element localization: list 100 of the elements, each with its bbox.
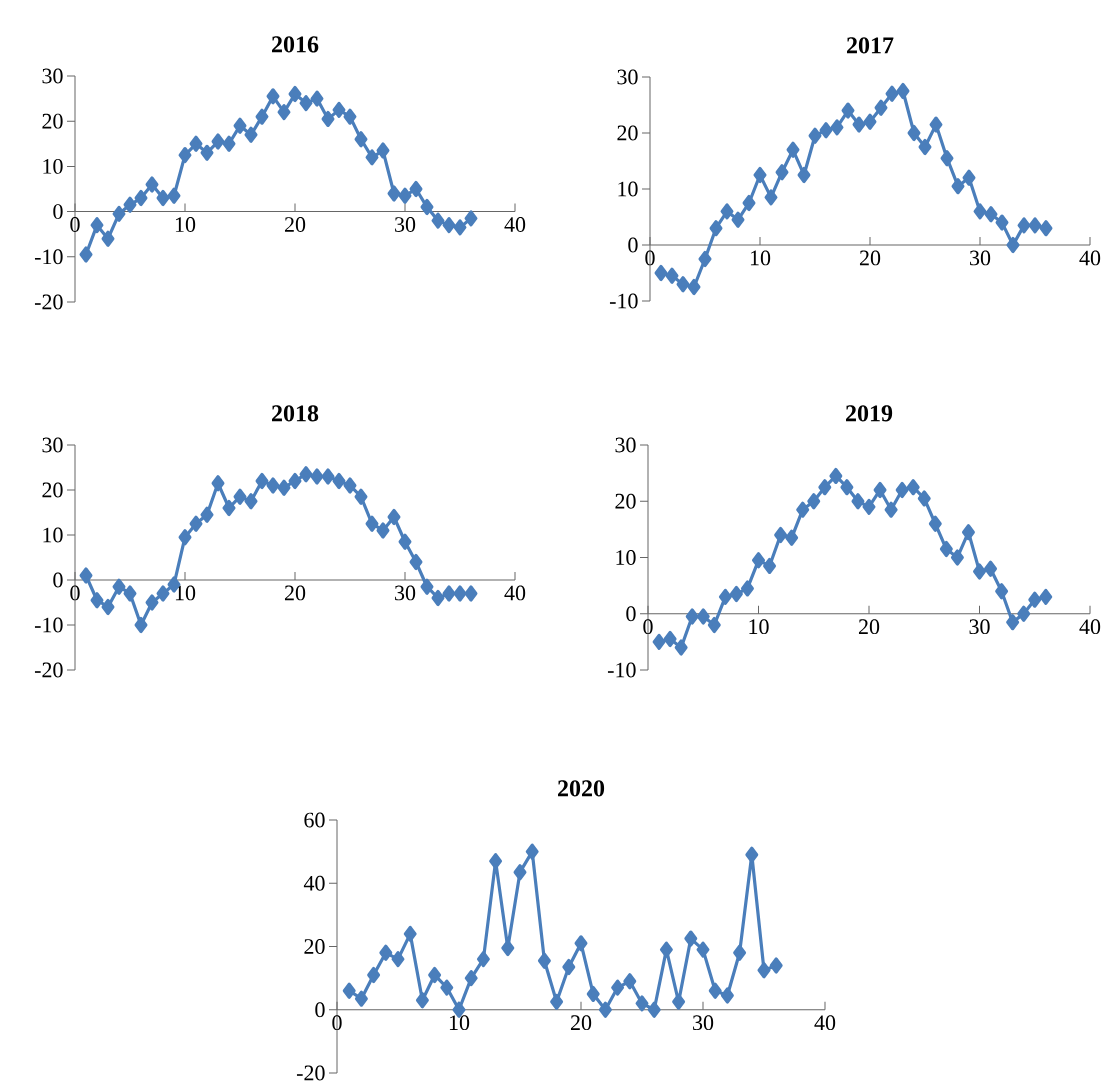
point (321, 468, 335, 485)
point (733, 944, 747, 961)
point (918, 138, 932, 156)
point (428, 966, 442, 984)
point (310, 468, 324, 485)
point (266, 88, 280, 105)
point (299, 466, 313, 483)
point (354, 990, 368, 1007)
x-tick-label: 20 (284, 217, 306, 232)
point (365, 515, 379, 532)
y-tick-label: -20 (34, 662, 63, 678)
point (112, 205, 126, 222)
x-tick-label: 20 (859, 250, 881, 266)
x-tick-label: 30 (395, 585, 416, 601)
point (752, 552, 765, 569)
y-tick-label: 0 (626, 606, 636, 622)
point (906, 479, 920, 496)
y-tick-label: 40 (303, 875, 325, 891)
point (623, 973, 637, 990)
point (696, 941, 710, 958)
chart-title: 2019 (846, 405, 893, 422)
point (995, 214, 1009, 231)
point (79, 246, 93, 263)
y-tick-label: 20 (617, 125, 638, 141)
point (984, 206, 998, 223)
x-tick-label: 10 (750, 250, 771, 266)
point (807, 493, 821, 510)
point (354, 131, 368, 148)
point (255, 472, 269, 490)
y-tick-label: 10 (618, 181, 638, 197)
point (720, 203, 734, 220)
point (134, 189, 148, 207)
point (156, 585, 170, 602)
point (321, 110, 335, 128)
x-tick-label: 0 (70, 217, 80, 232)
y-tick-label: -20 (34, 294, 63, 310)
y-tick-label: 0 (53, 204, 63, 220)
point (398, 533, 412, 550)
point (840, 479, 854, 496)
point (769, 957, 783, 974)
point (189, 515, 203, 532)
point (598, 1001, 612, 1018)
point (442, 217, 456, 234)
chart-title: 2020 (558, 780, 605, 797)
point (211, 133, 225, 150)
point (786, 141, 800, 158)
point (940, 150, 954, 167)
y-tick-label: 0 (315, 1002, 325, 1018)
point (745, 846, 759, 863)
point (233, 117, 247, 134)
x-tick-label: 10 (175, 217, 196, 232)
point (973, 203, 987, 220)
point (740, 580, 754, 597)
x-tick-label: 40 (504, 217, 526, 232)
point (387, 508, 401, 526)
point (178, 529, 192, 546)
point (167, 187, 181, 204)
point (696, 608, 710, 625)
point (672, 993, 686, 1010)
point (929, 116, 943, 133)
point (145, 594, 159, 611)
point (676, 276, 690, 293)
y-tick-label: -10 (34, 617, 63, 633)
point (123, 196, 137, 213)
x-tick-label: 30 (969, 619, 990, 635)
point (440, 979, 454, 996)
point (928, 515, 942, 532)
point (984, 560, 998, 577)
point (1006, 236, 1020, 254)
point (851, 493, 865, 510)
y-tick-label: 30 (42, 437, 63, 453)
point (896, 82, 910, 100)
point (1039, 220, 1053, 237)
point (874, 99, 888, 116)
point (962, 169, 976, 186)
point (431, 589, 445, 607)
point (685, 608, 699, 625)
point (708, 982, 722, 999)
point (376, 142, 390, 159)
point (729, 585, 743, 603)
point (757, 962, 771, 979)
point (818, 479, 832, 496)
point (277, 104, 291, 121)
point (409, 553, 423, 571)
point (562, 958, 576, 976)
point (398, 187, 412, 204)
point (885, 85, 899, 102)
point (1039, 588, 1053, 605)
x-tick-label: 10 (749, 619, 769, 635)
x-tick-label: 0 (70, 585, 80, 601)
y-tick-label: 20 (615, 493, 636, 509)
point (342, 982, 356, 999)
point (79, 567, 93, 584)
point (764, 189, 778, 206)
point (720, 987, 734, 1004)
y-tick-label: 30 (617, 69, 638, 85)
point (950, 549, 964, 566)
point (852, 116, 866, 133)
point (90, 592, 104, 609)
point (101, 598, 115, 616)
